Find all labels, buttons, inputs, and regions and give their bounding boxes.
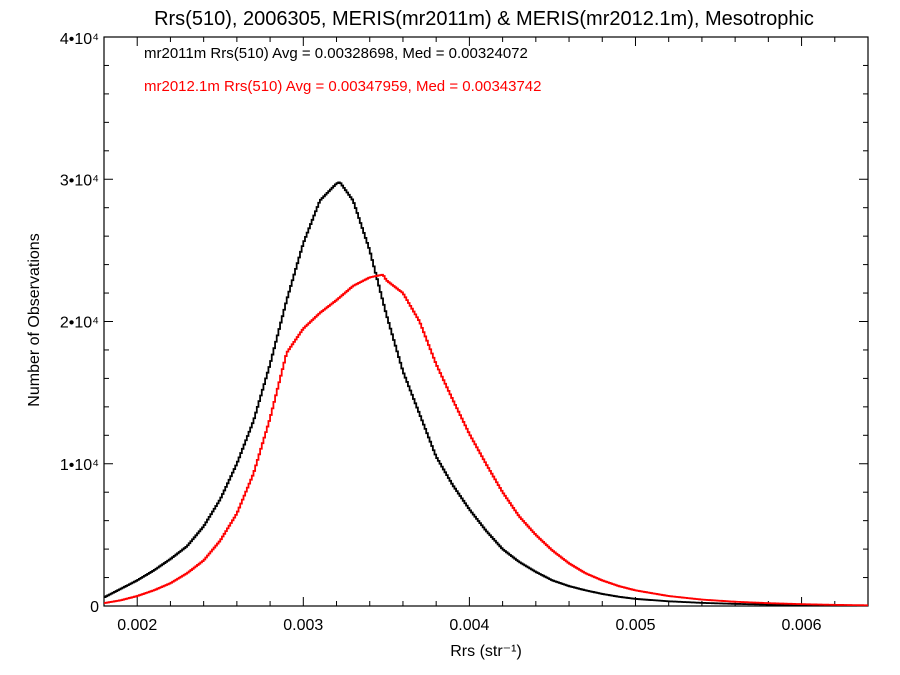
x-tick-label: 0.006 bbox=[782, 617, 822, 634]
y-tick-label: 0 bbox=[90, 599, 99, 616]
series-layer bbox=[104, 181, 868, 607]
y-axis: 0 1•10⁴ 2•10⁴ 3•10⁴ 4•10⁴ bbox=[60, 31, 868, 616]
chart-title: Rrs(510), 2006305, MERIS(mr2011m) & MERI… bbox=[154, 8, 814, 30]
y-tick-label: 2•10⁴ bbox=[60, 315, 99, 332]
series-line-mr2011m bbox=[104, 181, 868, 607]
y-tick-label: 4•10⁴ bbox=[60, 31, 99, 48]
legend-entry-mr2011m: mr2011m Rrs(510) Avg = 0.00328698, Med =… bbox=[144, 45, 528, 62]
series-line-mr2012-1m bbox=[104, 273, 868, 607]
y-axis-label: Number of Observations bbox=[26, 233, 43, 406]
plot-frame bbox=[103, 36, 869, 607]
y-tick-label: 1•10⁴ bbox=[60, 457, 99, 474]
x-tick-label: 0.003 bbox=[283, 617, 323, 634]
y-tick-label: 3•10⁴ bbox=[60, 172, 99, 189]
x-axis: 0.002 0.003 0.004 0.005 0.006 bbox=[103, 37, 869, 634]
x-tick-label: 0.002 bbox=[117, 617, 157, 634]
x-tick-label: 0.005 bbox=[615, 617, 655, 634]
plot-border bbox=[103, 36, 869, 607]
legend-entry-mr2012-1m: mr2012.1m Rrs(510) Avg = 0.00347959, Med… bbox=[144, 78, 542, 95]
x-axis-label: Rrs (str⁻¹) bbox=[450, 643, 522, 660]
x-tick-label: 0.004 bbox=[449, 617, 489, 634]
